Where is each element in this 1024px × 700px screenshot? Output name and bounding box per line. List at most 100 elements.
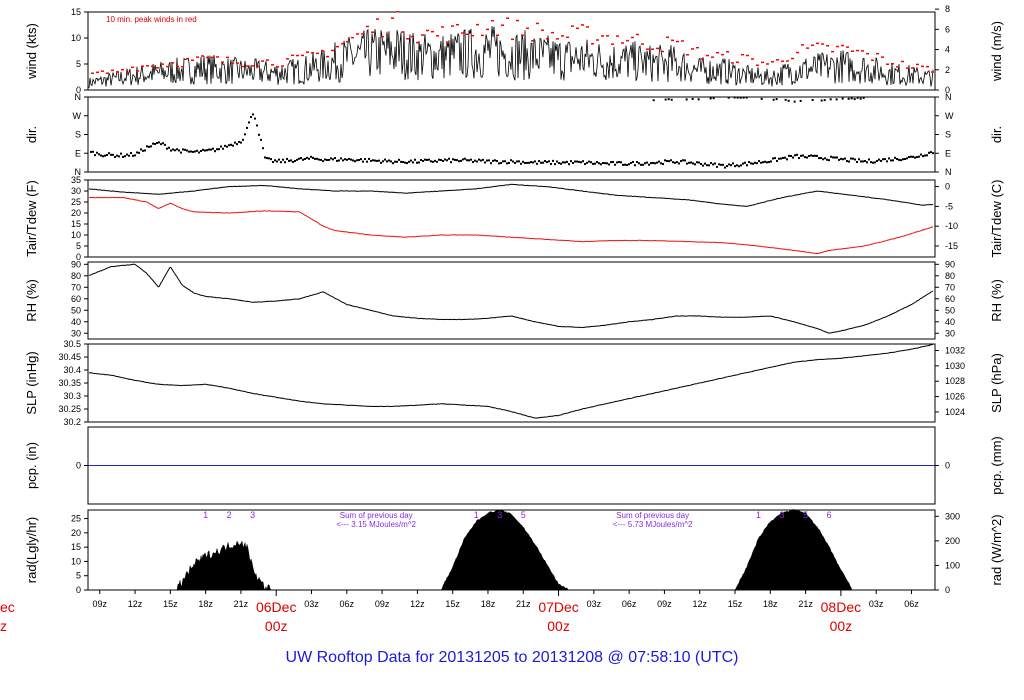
y-right-tick-label: -10 (945, 221, 958, 231)
y-right-tick-label: 100 (945, 560, 960, 570)
direction-point (122, 155, 124, 158)
y-tick-label: 90 (71, 259, 81, 269)
wind-gust-mark (456, 23, 459, 26)
y-tick-label: 20 (71, 208, 81, 218)
direction-point (846, 160, 848, 163)
direction-point (690, 161, 692, 164)
direction-point (258, 133, 260, 136)
wind-gust-mark (106, 72, 109, 74)
wind-gust-mark (716, 51, 719, 54)
wind-gust-mark (391, 17, 394, 19)
wind-gust-mark (101, 70, 104, 72)
y-right-tick-label: 4 (945, 45, 950, 55)
direction-point (862, 96, 865, 99)
y-axis-label-right: Tair/Tdew (C) (989, 179, 1004, 257)
direction-point (432, 160, 434, 163)
direction-point (382, 160, 384, 163)
direction-point (608, 163, 610, 166)
direction-point (476, 160, 478, 163)
direction-point (512, 160, 514, 163)
wind-gust-mark (136, 70, 139, 72)
direction-point (428, 158, 430, 161)
wind-gust-mark (886, 63, 889, 65)
direction-point (806, 156, 808, 159)
wind-gust-mark (186, 57, 189, 60)
direction-point (486, 159, 488, 162)
direction-point (364, 158, 366, 161)
y-axis-label: Tair/Tdew (F) (24, 180, 39, 257)
direction-point (416, 161, 418, 164)
direction-point (685, 98, 688, 101)
wind-gust-mark (356, 33, 359, 35)
wind-gust-mark (461, 32, 464, 34)
wind-gust-mark (921, 65, 924, 68)
direction-point (858, 158, 860, 161)
direction-point (350, 158, 352, 161)
wind-gust-mark (876, 52, 879, 55)
direction-point (910, 155, 912, 158)
x-tick-label: 15z (445, 599, 460, 609)
x-tick-label: 03z (869, 599, 884, 609)
direction-point (576, 160, 578, 163)
direction-point (832, 156, 834, 159)
wind-gust-mark (451, 25, 454, 27)
wind-gust-mark (666, 36, 669, 39)
direction-point (152, 142, 154, 145)
direction-point (930, 151, 932, 154)
direction-point (736, 96, 739, 99)
direction-point (732, 162, 734, 165)
y-tick-label: 0 (76, 461, 81, 471)
wind-gust-mark (376, 18, 379, 20)
wind-gust-mark (331, 49, 334, 52)
wind-gust-mark (566, 36, 569, 39)
direction-point (784, 98, 787, 101)
direction-point (666, 159, 668, 162)
direction-point (624, 163, 626, 166)
wind-gust-mark (306, 51, 309, 53)
wind-gust-mark (831, 50, 834, 53)
direction-point (786, 158, 788, 161)
direction-point (818, 157, 820, 160)
wind-gust-mark (281, 65, 284, 67)
direction-point (156, 141, 158, 144)
direction-point (720, 163, 722, 166)
direction-point (532, 161, 534, 164)
direction-point (706, 164, 708, 167)
panel-slp: 30.2 30.25 30.3 30.35 30.4 30.45 30.5 1024 1026 1… (24, 339, 1004, 427)
wind-gust-mark (891, 63, 894, 65)
y-tick-label: S (75, 130, 81, 140)
y-axis-label-right: pcp. (mm) (989, 436, 1004, 495)
wind-gust-mark (201, 55, 204, 57)
direction-point (709, 97, 712, 100)
x-tick-label: 18z (198, 599, 213, 609)
direction-point (859, 97, 862, 100)
panel-frame (87, 11, 936, 91)
y-tick-label: 35 (71, 175, 81, 185)
direction-point (226, 145, 228, 148)
wind-gust-mark (141, 65, 144, 67)
direction-point (438, 158, 440, 161)
direction-point (344, 158, 346, 161)
direction-point (920, 153, 922, 156)
wind-gust-mark (416, 41, 419, 44)
direction-point (582, 160, 584, 163)
hour-marker: 3 (250, 510, 255, 520)
wind-gust-mark (176, 65, 179, 68)
direction-point (310, 155, 312, 158)
hour-marker: 5 (803, 510, 808, 520)
wind-gust-mark (851, 50, 854, 52)
wind-gust-mark (436, 35, 439, 37)
direction-point (402, 161, 404, 164)
direction-point (652, 99, 655, 102)
wind-gust-mark (146, 65, 149, 67)
direction-point (594, 162, 596, 165)
wind-gust-mark (636, 33, 639, 36)
wind-gust-mark (701, 58, 704, 60)
panel-frame (87, 343, 936, 423)
direction-point (530, 161, 532, 164)
direction-point (836, 156, 838, 159)
wind-gust-mark (906, 67, 909, 69)
direction-point (362, 160, 364, 163)
direction-point (282, 158, 284, 161)
